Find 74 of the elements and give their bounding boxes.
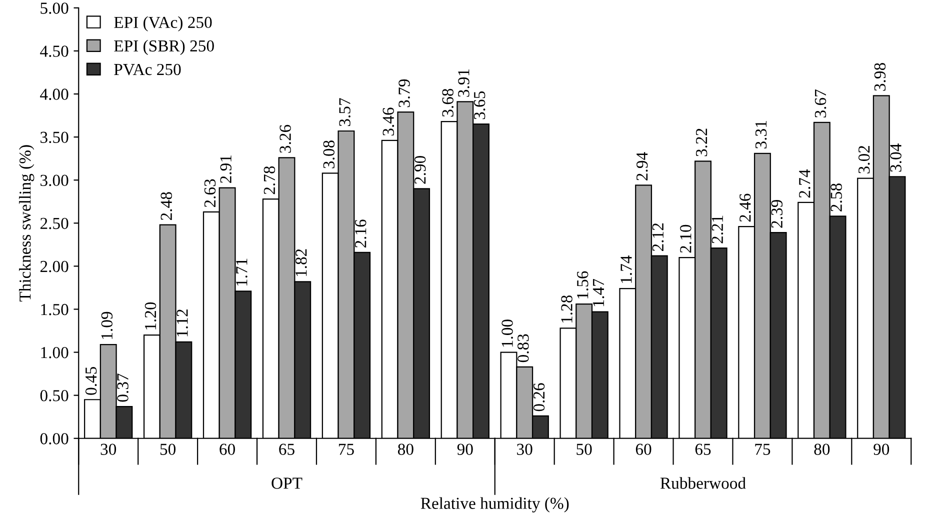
- data-label: 0.26: [533, 383, 545, 412]
- y-tick-label: 3.50: [40, 132, 68, 144]
- legend-label: EPI (VAc) 250: [114, 16, 212, 32]
- data-label: 1.00: [502, 320, 513, 347]
- data-label: 2.90: [414, 156, 426, 184]
- data-label: 0.37: [117, 374, 128, 402]
- data-label: 3.57: [339, 98, 350, 126]
- data-label: 1.12: [176, 310, 188, 336]
- x-tick-label: 65: [279, 444, 294, 455]
- data-label: 1.56: [577, 271, 588, 298]
- data-label: 3.26: [280, 124, 291, 153]
- data-label: 0.83: [518, 334, 529, 362]
- data-label: 0.45: [85, 366, 97, 395]
- data-label: 2.12: [652, 223, 664, 251]
- data-label: 3.67: [814, 90, 826, 118]
- y-tick-label: 2.00: [40, 260, 68, 272]
- data-label: 2.48: [160, 192, 172, 220]
- x-tick-label: 90: [457, 444, 473, 455]
- data-label: 3.02: [858, 146, 870, 174]
- data-label: 3.22: [696, 128, 708, 156]
- x-tick-label: 80: [398, 444, 414, 455]
- text: Rubberwood: [660, 477, 746, 489]
- data-label: 1.28: [561, 295, 572, 323]
- x-tick-label: 60: [636, 444, 652, 455]
- x-tick-label: 90: [874, 444, 890, 455]
- y-tick-label: 4.50: [40, 46, 68, 57]
- data-label: 1.47: [592, 278, 604, 306]
- x-tick-label: 50: [576, 444, 592, 455]
- x-tick-label: 75: [338, 444, 354, 455]
- data-label: 2.39: [771, 200, 783, 228]
- data-label: 3.04: [890, 144, 902, 172]
- data-label: 2.74: [799, 169, 810, 198]
- y-tick-label: 4.00: [40, 88, 68, 100]
- data-label: 2.21: [712, 216, 724, 244]
- y-tick-label: 1.00: [41, 346, 68, 358]
- data-label: 2.10: [680, 224, 692, 253]
- data-label: 3.98: [874, 63, 886, 91]
- data-label: 1.20: [144, 302, 156, 330]
- x-tick-label: 75: [755, 444, 770, 455]
- x-tick-label: 30: [100, 444, 116, 455]
- y-tick-label: 0.00: [40, 433, 68, 444]
- data-label: 3.08: [323, 140, 335, 168]
- data-label: 2.78: [264, 166, 276, 194]
- x-tick-label: 80: [814, 444, 830, 455]
- data-label: 3.79: [398, 79, 410, 108]
- legend-label: PVAc 250: [114, 64, 181, 76]
- y-tick-label: 0.50: [40, 390, 68, 402]
- data-label: 3.46: [382, 108, 394, 136]
- x-tick-label: 50: [160, 444, 176, 455]
- text: OPT: [272, 478, 302, 489]
- data-label: 3.65: [474, 91, 486, 120]
- legend-label: EPI (SBR) 250: [114, 40, 214, 55]
- y-tick-label: 1.50: [41, 304, 68, 316]
- data-label: 2.46: [740, 194, 751, 222]
- y-tick-label: 5.00: [40, 2, 68, 14]
- data-label: 2.91: [220, 155, 232, 183]
- data-label: 2.16: [355, 220, 366, 248]
- data-label: 1.09: [101, 312, 113, 339]
- data-label: 3.91: [458, 69, 470, 97]
- data-label: 2.58: [830, 184, 842, 212]
- x-tick-label: 60: [220, 444, 235, 455]
- data-label: 2.63: [204, 179, 216, 208]
- y-axis-title: Thickness swelling (%): [19, 145, 34, 302]
- x-tick-label: 30: [517, 444, 532, 455]
- y-tick-label: 3.00: [40, 174, 68, 186]
- data-label: 3.68: [442, 88, 454, 117]
- x-tick-label: 65: [695, 444, 711, 455]
- data-label: 2.94: [636, 152, 648, 180]
- data-label: 3.31: [755, 121, 767, 148]
- data-label: 1.74: [620, 255, 632, 283]
- data-label: 1.82: [296, 249, 307, 276]
- data-label: 1.71: [236, 258, 248, 286]
- y-tick-label: 2.50: [40, 218, 68, 230]
- x-axis-title: Relative humidity (%): [420, 497, 569, 512]
